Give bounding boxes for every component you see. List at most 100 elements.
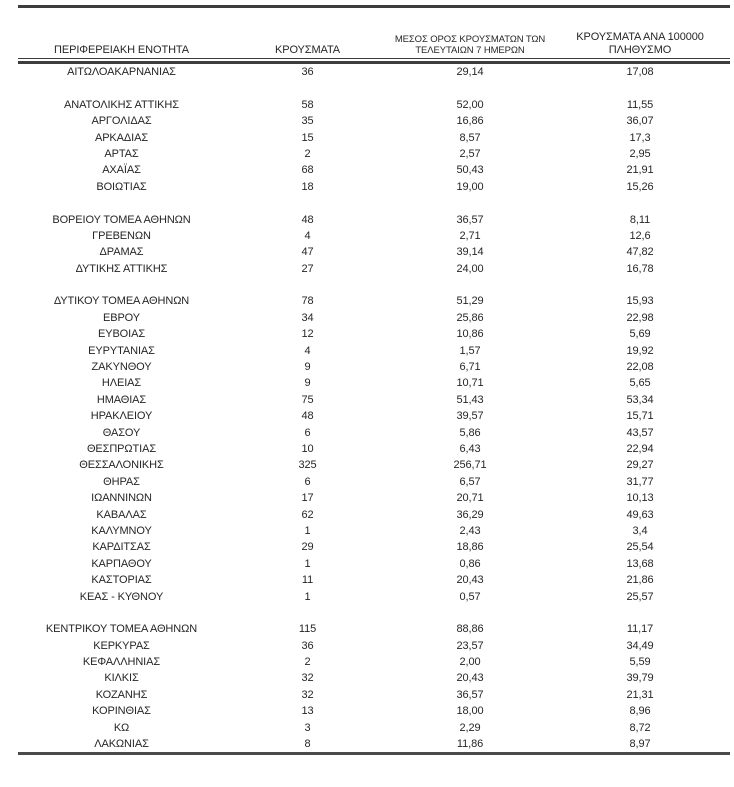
per100k-cell: 49,63 bbox=[626, 508, 654, 521]
per100k-cell: 21,91 bbox=[626, 164, 654, 177]
per100k-cell: 22,94 bbox=[626, 442, 654, 455]
avg7-cell: 2,43 bbox=[459, 524, 481, 537]
avg7-cell: 10,86 bbox=[456, 328, 484, 341]
table-row: ΚΑΛΥΜΝΟΥ 1 2,43 3,4 bbox=[18, 523, 730, 539]
region-cell: ΓΡΕΒΕΝΩΝ bbox=[92, 229, 151, 242]
per100k-cell: 15,71 bbox=[626, 410, 654, 423]
cases-cell: 3 bbox=[304, 721, 311, 734]
region-cell: ΘΕΣΣΑΛΟΝΙΚΗΣ bbox=[79, 459, 164, 472]
avg7-cell: 20,43 bbox=[456, 672, 484, 685]
table-row: ΕΒΡΟΥ 34 25,86 22,98 bbox=[18, 310, 730, 326]
table-row: ΑΡΤΑΣ 2 2,57 2,95 bbox=[18, 146, 730, 162]
table-header-row: ΠΕΡΙΦΕΡΕΙΑΚΗ ΕΝΟΤΗΤΑ ΚΡΟΥΣΜΑΤΑ ΜΕΣΟΣ ΟΡΟ… bbox=[18, 8, 730, 58]
avg7-cell: 18,00 bbox=[456, 705, 484, 718]
region-cell: ΕΥΒΟΙΑΣ bbox=[97, 328, 146, 341]
avg7-cell: 2,71 bbox=[459, 229, 481, 242]
avg7-cell: 8,57 bbox=[459, 131, 481, 144]
avg7-cell: 36,29 bbox=[456, 508, 484, 521]
table-row: ΚΩ 3 2,29 8,72 bbox=[18, 720, 730, 736]
avg7-cell: 51,29 bbox=[456, 295, 484, 308]
table-body: ΑΙΤΩΛΟΑΚΑΡΝΑΝΙΑΣ 36 29,14 17,08 ΑΝΑΤΟΛΙΚΗΣ Α… bbox=[18, 64, 730, 752]
region-cell: ΘΗΡΑΣ bbox=[103, 475, 140, 488]
table-row: ΚΕΑΣ - ΚΥΘΝΟΥ 1 0,57 25,57 bbox=[18, 589, 730, 605]
table-top-border bbox=[18, 5, 730, 8]
region-cell: ΕΥΡΥΤΑΝΙΑΣ bbox=[88, 344, 155, 357]
table-row: ΗΡΑΚΛΕΙΟΥ 48 39,57 15,71 bbox=[18, 408, 730, 424]
cases-cell: 78 bbox=[301, 295, 314, 308]
cases-cell: 115 bbox=[298, 623, 317, 636]
per100k-cell: 13,68 bbox=[626, 557, 654, 570]
table-row: ΕΥΡΥΤΑΝΙΑΣ 4 1,57 19,92 bbox=[18, 343, 730, 359]
per100k-cell: 8,97 bbox=[629, 738, 651, 751]
per100k-cell: 3,4 bbox=[632, 524, 648, 537]
per100k-cell: 5,69 bbox=[629, 328, 651, 341]
per100k-cell: 12,6 bbox=[629, 229, 651, 242]
region-cell: ΚΩ bbox=[113, 721, 130, 734]
region-cell: ΚΑΡΔΙΤΣΑΣ bbox=[92, 541, 151, 554]
per100k-cell: 43,57 bbox=[626, 426, 654, 439]
table-row: ΑΡΚΑΔΙΑΣ 15 8,57 17,3 bbox=[18, 130, 730, 146]
cases-cell: 10 bbox=[301, 442, 314, 455]
cases-cell: 4 bbox=[304, 229, 311, 242]
table-row: ΖΑΚΥΝΘΟΥ 9 6,71 22,08 bbox=[18, 359, 730, 375]
per100k-cell: 22,98 bbox=[626, 311, 654, 324]
region-cell: ΔΡΑΜΑΣ bbox=[99, 246, 144, 259]
table-row: ΚΕΡΚΥΡΑΣ 36 23,57 34,49 bbox=[18, 638, 730, 654]
cases-cell: 1 bbox=[304, 524, 311, 537]
per100k-cell: 5,65 bbox=[629, 377, 651, 390]
cases-cell: 32 bbox=[301, 672, 314, 685]
region-cell: ΘΕΣΠΡΩΤΙΑΣ bbox=[86, 442, 157, 455]
per100k-cell: 34,49 bbox=[626, 639, 654, 652]
per100k-cell: 36,07 bbox=[626, 115, 654, 128]
avg7-cell: 0,57 bbox=[459, 590, 481, 603]
cases-cell: 48 bbox=[301, 213, 314, 226]
region-cell: ΒΟΡΕΙΟΥ ΤΟΜΕΑ ΑΘΗΝΩΝ bbox=[52, 213, 191, 226]
table-row: ΔΡΑΜΑΣ 47 39,14 47,82 bbox=[18, 244, 730, 260]
table-row: ΗΜΑΘΙΑΣ 75 51,43 53,34 bbox=[18, 392, 730, 408]
table-row: ΑΧΑΪΑΣ 68 50,43 21,91 bbox=[18, 162, 730, 178]
avg7-cell: 6,57 bbox=[459, 475, 481, 488]
avg7-cell: 2,29 bbox=[459, 721, 481, 734]
cases-cell: 13 bbox=[301, 705, 314, 718]
avg7-cell: 39,14 bbox=[456, 246, 484, 259]
region-cell: ΖΑΚΥΝΘΟΥ bbox=[91, 361, 152, 374]
table-row: ΗΛΕΙΑΣ 9 10,71 5,65 bbox=[18, 375, 730, 391]
per100k-cell: 8,96 bbox=[629, 705, 651, 718]
table-row: ΘΗΡΑΣ 6 6,57 31,77 bbox=[18, 474, 730, 490]
per100k-cell: 16,78 bbox=[626, 262, 654, 275]
cases-cell: 27 bbox=[301, 262, 314, 275]
avg7-cell: 39,57 bbox=[456, 410, 484, 423]
avg7-cell: 11,86 bbox=[456, 738, 484, 751]
table-row: ΛΑΚΩΝΙΑΣ 8 11,86 8,97 bbox=[18, 736, 730, 752]
table-row: ΚΟΡΙΝΘΙΑΣ 13 18,00 8,96 bbox=[18, 703, 730, 719]
cases-cell: 35 bbox=[301, 115, 314, 128]
table-row: ΘΑΣΟΥ 6 5,86 43,57 bbox=[18, 425, 730, 441]
cases-cell: 6 bbox=[304, 426, 311, 439]
region-cell: ΚΕΡΚΥΡΑΣ bbox=[93, 639, 150, 652]
group-spacer bbox=[18, 277, 730, 293]
region-cell: ΚΙΛΚΙΣ bbox=[104, 672, 139, 685]
cases-cell: 4 bbox=[304, 344, 311, 357]
cases-cell: 47 bbox=[301, 246, 314, 259]
cases-cell: 68 bbox=[301, 164, 314, 177]
avg7-cell: 52,00 bbox=[456, 98, 484, 111]
table-row: ΒΟΙΩΤΙΑΣ 18 19,00 15,26 bbox=[18, 179, 730, 195]
region-cell: ΛΑΚΩΝΙΑΣ bbox=[94, 738, 149, 751]
avg7-cell: 16,86 bbox=[456, 115, 484, 128]
table-row: ΑΝΑΤΟΛΙΚΗΣ ΑΤΤΙΚΗΣ 58 52,00 11,55 bbox=[18, 97, 730, 113]
per100k-cell: 25,57 bbox=[626, 590, 654, 603]
avg7-cell: 18,86 bbox=[456, 541, 484, 554]
per100k-cell: 15,26 bbox=[626, 180, 654, 193]
table-row: ΙΩΑΝΝΙΝΩΝ 17 20,71 10,13 bbox=[18, 490, 730, 506]
cases-cell: 11 bbox=[301, 574, 314, 587]
avg7-cell: 256,71 bbox=[453, 459, 487, 472]
per100k-cell: 17,3 bbox=[629, 131, 651, 144]
table-row: ΓΡΕΒΕΝΩΝ 4 2,71 12,6 bbox=[18, 228, 730, 244]
cases-cell: 58 bbox=[301, 98, 314, 111]
avg7-cell: 2,57 bbox=[459, 147, 481, 160]
table-row: ΕΥΒΟΙΑΣ 12 10,86 5,69 bbox=[18, 326, 730, 342]
cases-cell: 6 bbox=[304, 475, 311, 488]
avg7-cell: 25,86 bbox=[456, 311, 484, 324]
avg7-cell: 2,00 bbox=[459, 656, 481, 669]
group-spacer bbox=[18, 195, 730, 211]
